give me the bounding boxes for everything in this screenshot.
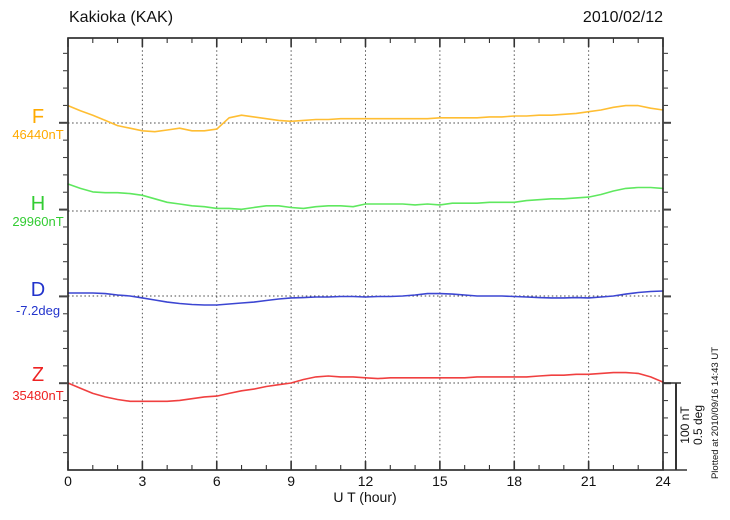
x-tick-label: 24 xyxy=(655,473,671,489)
component-reference-f: 46440nT xyxy=(12,127,64,142)
x-tick-label: 6 xyxy=(212,473,221,489)
plot-date: 2010/02/12 xyxy=(582,9,663,26)
curve-H xyxy=(67,183,664,211)
component-letter-z: Z xyxy=(31,364,45,386)
x-tick-label: 3 xyxy=(138,473,147,489)
plot-frame xyxy=(67,37,664,471)
component-letter-h: H xyxy=(30,193,46,215)
component-letter-f: F xyxy=(31,106,45,128)
curve-Z xyxy=(67,371,664,403)
component-label-f: F xyxy=(4,106,72,128)
x-tick-label: 15 xyxy=(432,473,448,489)
component-label-h: H xyxy=(4,193,72,215)
x-axis-title: U T (hour) xyxy=(333,489,397,505)
x-tick-label: 21 xyxy=(580,473,597,489)
component-reference-h: 29960nT xyxy=(12,214,64,229)
scale-bar-deg-label: 0.5 deg xyxy=(691,404,705,446)
x-tick-label: 0 xyxy=(64,473,72,489)
x-tick-label: 9 xyxy=(287,473,296,489)
component-label-z: Z xyxy=(4,364,72,386)
x-tick-label: 18 xyxy=(506,473,523,489)
curve-D xyxy=(67,290,664,306)
component-reference-d: -7.2deg xyxy=(15,303,61,318)
component-reference-z: 35480nT xyxy=(12,388,64,403)
plotted-at-note: Plotted at 2010/09/16 14:43 UT xyxy=(710,346,721,480)
curve-F xyxy=(67,104,664,133)
component-label-d: D xyxy=(4,279,72,301)
scale-bar-labels: 100 nT 0.5 deg xyxy=(678,390,705,460)
x-tick-label: 12 xyxy=(357,473,374,489)
component-letter-d: D xyxy=(30,279,46,301)
station-title: Kakioka (KAK) xyxy=(69,9,174,26)
